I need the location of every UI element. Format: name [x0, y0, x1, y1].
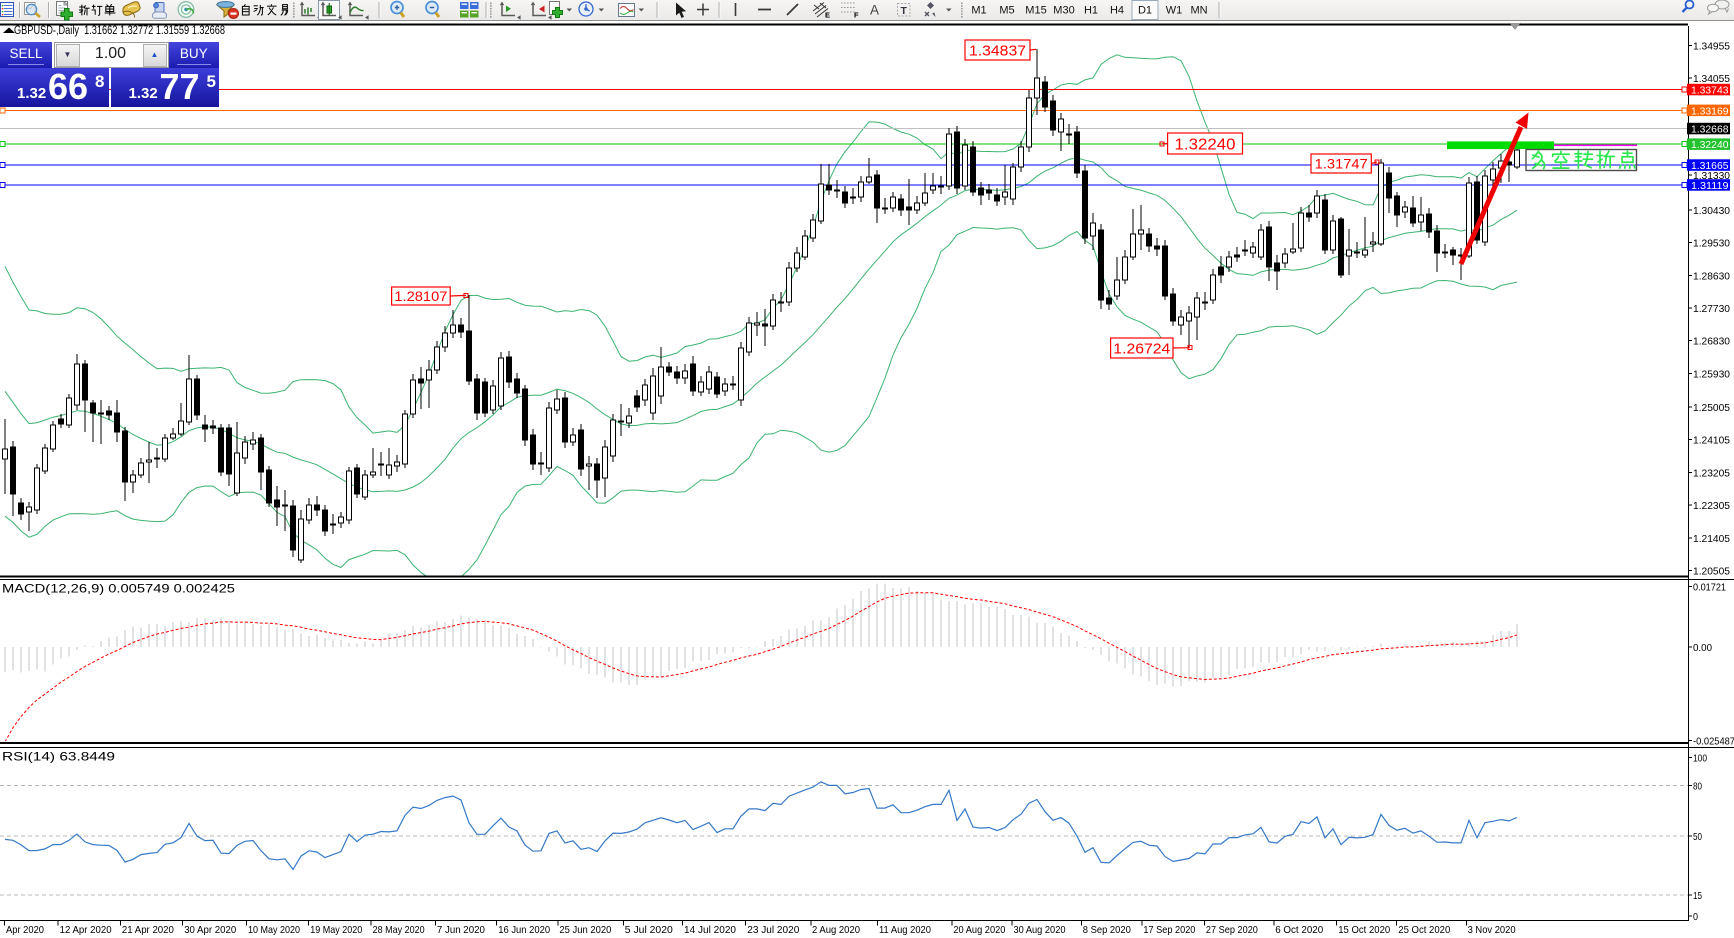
svg-text:1.34837: 1.34837 [969, 42, 1026, 59]
svg-text:27 Sep 2020: 27 Sep 2020 [1206, 924, 1258, 936]
svg-text:1.30430: 1.30430 [1693, 205, 1730, 217]
svg-text:30 Aug 2020: 30 Aug 2020 [1014, 924, 1066, 936]
svg-text:1.34955: 1.34955 [1693, 40, 1730, 52]
svg-text:MACD(12,26,9) 0.005749 0.00242: MACD(12,26,9) 0.005749 0.002425 [2, 582, 235, 596]
svg-text:1.26724: 1.26724 [1113, 340, 1170, 357]
svg-text:1.23205: 1.23205 [1693, 467, 1730, 479]
svg-text:GBPUSD-,Daily 1.31662 1.32772: GBPUSD-,Daily 1.31662 1.32772 1.31559 1.… [14, 25, 225, 37]
svg-text:1.22305: 1.22305 [1693, 500, 1730, 512]
svg-text:1.31330: 1.31330 [1693, 170, 1730, 182]
svg-text:1.33169: 1.33169 [1691, 105, 1729, 117]
svg-text:1.27730: 1.27730 [1693, 303, 1730, 315]
svg-text:M15: M15 [1025, 5, 1046, 17]
svg-text:M5: M5 [999, 5, 1014, 17]
svg-text:100: 100 [1693, 752, 1707, 764]
svg-text:E: E [825, 11, 830, 20]
svg-text:H1: H1 [1084, 5, 1098, 17]
svg-text:25 Jun 2020: 25 Jun 2020 [559, 924, 611, 936]
svg-text:M30: M30 [1053, 5, 1074, 17]
svg-text:25 Oct 2020: 25 Oct 2020 [1398, 924, 1450, 936]
svg-text:10 May 2020: 10 May 2020 [248, 924, 300, 936]
svg-text:17 Sep 2020: 17 Sep 2020 [1143, 924, 1195, 936]
svg-text:14 Jul 2020: 14 Jul 2020 [684, 924, 736, 936]
svg-text:H4: H4 [1110, 5, 1124, 17]
svg-text:W1: W1 [1166, 5, 1183, 17]
svg-text:T: T [901, 5, 908, 17]
svg-text:0.00: 0.00 [1693, 642, 1712, 654]
svg-text:28 May 2020: 28 May 2020 [373, 924, 425, 936]
svg-text:2 Aug 2020: 2 Aug 2020 [812, 924, 860, 936]
svg-text:1.21405: 1.21405 [1693, 533, 1730, 545]
svg-text:Apr 2020: Apr 2020 [6, 924, 44, 936]
svg-text:1.24105: 1.24105 [1693, 435, 1730, 447]
svg-text:11 Aug 2020: 11 Aug 2020 [879, 924, 931, 936]
svg-text:6 Oct 2020: 6 Oct 2020 [1275, 924, 1323, 936]
svg-text:1.31119: 1.31119 [1691, 180, 1729, 192]
svg-text:1.32240: 1.32240 [1691, 139, 1729, 151]
svg-text:23 Jul 2020: 23 Jul 2020 [747, 924, 799, 936]
svg-text:0: 0 [1693, 911, 1698, 923]
svg-text:1.32240: 1.32240 [1175, 136, 1236, 153]
svg-text:20 Aug 2020: 20 Aug 2020 [953, 924, 1005, 936]
svg-text:1.25930: 1.25930 [1693, 368, 1730, 380]
svg-text:1.32668: 1.32668 [1691, 124, 1729, 136]
svg-text:1.20505: 1.20505 [1693, 566, 1730, 578]
svg-text:19 May 2020: 19 May 2020 [310, 924, 362, 936]
svg-text:1.29530: 1.29530 [1693, 238, 1730, 250]
svg-text:F: F [854, 11, 859, 20]
svg-text:7 Jun 2020: 7 Jun 2020 [437, 924, 485, 936]
svg-text:30 Apr 2020: 30 Apr 2020 [184, 924, 236, 936]
svg-text:1.26830: 1.26830 [1693, 336, 1730, 348]
svg-text:5 Jul 2020: 5 Jul 2020 [625, 924, 673, 936]
svg-text:8 Sep 2020: 8 Sep 2020 [1083, 924, 1131, 936]
svg-text:1.25005: 1.25005 [1693, 402, 1730, 414]
svg-text:1.34055: 1.34055 [1693, 73, 1730, 85]
svg-text:1.31665: 1.31665 [1691, 160, 1729, 172]
svg-text:RSI(14) 63.8449: RSI(14) 63.8449 [2, 750, 115, 764]
svg-text:15 Oct 2020: 15 Oct 2020 [1338, 924, 1390, 936]
svg-text:12 Apr 2020: 12 Apr 2020 [60, 924, 112, 936]
svg-text:50: 50 [1693, 831, 1702, 843]
svg-text:0.01721: 0.01721 [1693, 582, 1726, 594]
svg-text:16 Jun 2020: 16 Jun 2020 [498, 924, 550, 936]
svg-text:M1: M1 [971, 5, 986, 17]
svg-text:21 Apr 2020: 21 Apr 2020 [122, 924, 174, 936]
svg-text:1.31747: 1.31747 [1315, 156, 1368, 172]
svg-text:80: 80 [1693, 781, 1702, 793]
svg-text:1.28107: 1.28107 [394, 288, 447, 304]
svg-text:3 Nov 2020: 3 Nov 2020 [1468, 924, 1516, 936]
svg-text:-0.025487: -0.025487 [1693, 736, 1734, 748]
svg-text:1.28630: 1.28630 [1693, 270, 1730, 282]
svg-text:A: A [870, 3, 879, 18]
svg-text:D1: D1 [1138, 5, 1152, 17]
svg-text:1.33743: 1.33743 [1691, 85, 1729, 97]
svg-text:15: 15 [1693, 890, 1702, 902]
svg-text:MN: MN [1190, 5, 1207, 17]
